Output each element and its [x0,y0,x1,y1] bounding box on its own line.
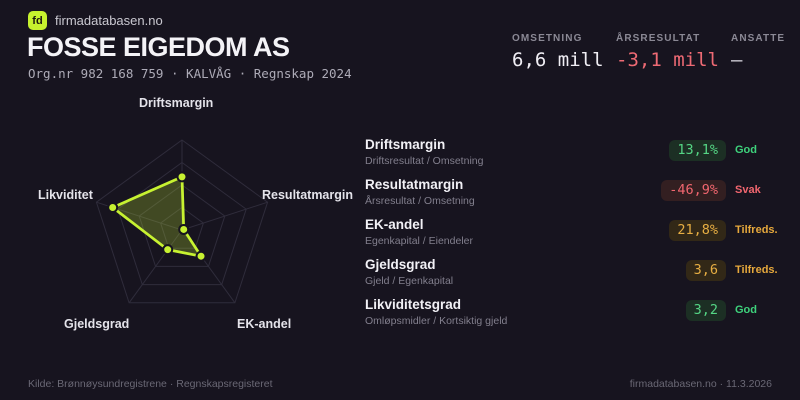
metric-title: EK-andel [365,217,424,232]
metric-value-badge: 13,1% [669,139,726,161]
metric-value-badge: -46,9% [661,179,726,201]
stat-arsresultat: ÅRSRESULTAT -3,1 mill [616,33,719,71]
brand-site-label: firmadatabasen.no [55,13,163,28]
metric-status: Tilfreds. [735,264,778,276]
metric-title: Resultatmargin [365,177,464,192]
metric-formula: Driftsresultat / Omsetning [365,155,484,167]
metric-value-badge: 3,6 [685,259,726,281]
metric-value-badge: 3,2 [685,299,726,321]
radar-chart [95,139,269,304]
radar-axis-label-likviditet: Likviditet [38,188,93,202]
firmadatabasen-logo-icon: fd [28,11,47,30]
metric-formula: Gjeld / Egenkapital [365,275,454,287]
radar-axis-label-driftsmargin: Driftsmargin [139,96,214,110]
stat-value: -3,1 mill [616,49,719,71]
metric-formula: Omløpsmidler / Kortsiktig gjeld [365,315,508,327]
metric-status: Svak [735,184,761,196]
stat-value: – [731,49,743,71]
footer-attribution: firmadatabasen.no · 11.3.2026 [629,378,772,390]
metric-formula: Egenkapital / Eiendeler [365,235,473,247]
metric-formula: Årsresultat / Omsetning [365,195,475,207]
stat-omsetning: OMSETNING 6,6 mill [512,33,604,71]
radar-axis-label-ek-andel: EK-andel [237,317,292,331]
metric-status: God [735,304,757,316]
metric-row-ek-andel: EK-andel Egenkapital / Eiendeler 21,8% T… [365,217,785,257]
metrics-list: Driftsmargin Driftsresultat / Omsetning … [365,137,785,337]
stat-label: ÅRSRESULTAT [616,33,701,44]
brand-link[interactable]: fd firmadatabasen.no [28,11,163,30]
metric-row-driftsmargin: Driftsmargin Driftsresultat / Omsetning … [365,137,785,177]
stat-label: ANSATTE [731,33,786,44]
metric-value-badge: 21,8% [669,219,726,241]
metric-row-likviditetsgrad: Likviditetsgrad Omløpsmidler / Kortsikti… [365,297,785,337]
metric-title: Gjeldsgrad [365,257,436,272]
metric-status: Tilfreds. [735,224,778,236]
footer-source: Kilde: Brønnøysundregistrene · Regnskaps… [28,378,273,390]
company-name: FOSSE EIGEDOM AS [27,32,290,62]
stat-value: 6,6 mill [512,49,604,71]
company-meta: Org.nr 982 168 759 · KALVÅG · Regnskap 2… [28,66,352,81]
radar-axis-label-gjeldsgrad: Gjeldsgrad [64,317,130,331]
metric-row-resultatmargin: Resultatmargin Årsresultat / Omsetning -… [365,177,785,217]
metric-title: Likviditetsgrad [365,297,462,312]
radar-axis-label-resultatmargin: Resultatmargin [262,188,353,202]
metric-status: God [735,144,757,156]
stat-label: OMSETNING [512,33,583,44]
metric-row-gjeldsgrad: Gjeldsgrad Gjeld / Egenkapital 3,6 Tilfr… [365,257,785,297]
metric-title: Driftsmargin [365,137,446,152]
stat-ansatte: ANSATTE – [731,33,785,71]
